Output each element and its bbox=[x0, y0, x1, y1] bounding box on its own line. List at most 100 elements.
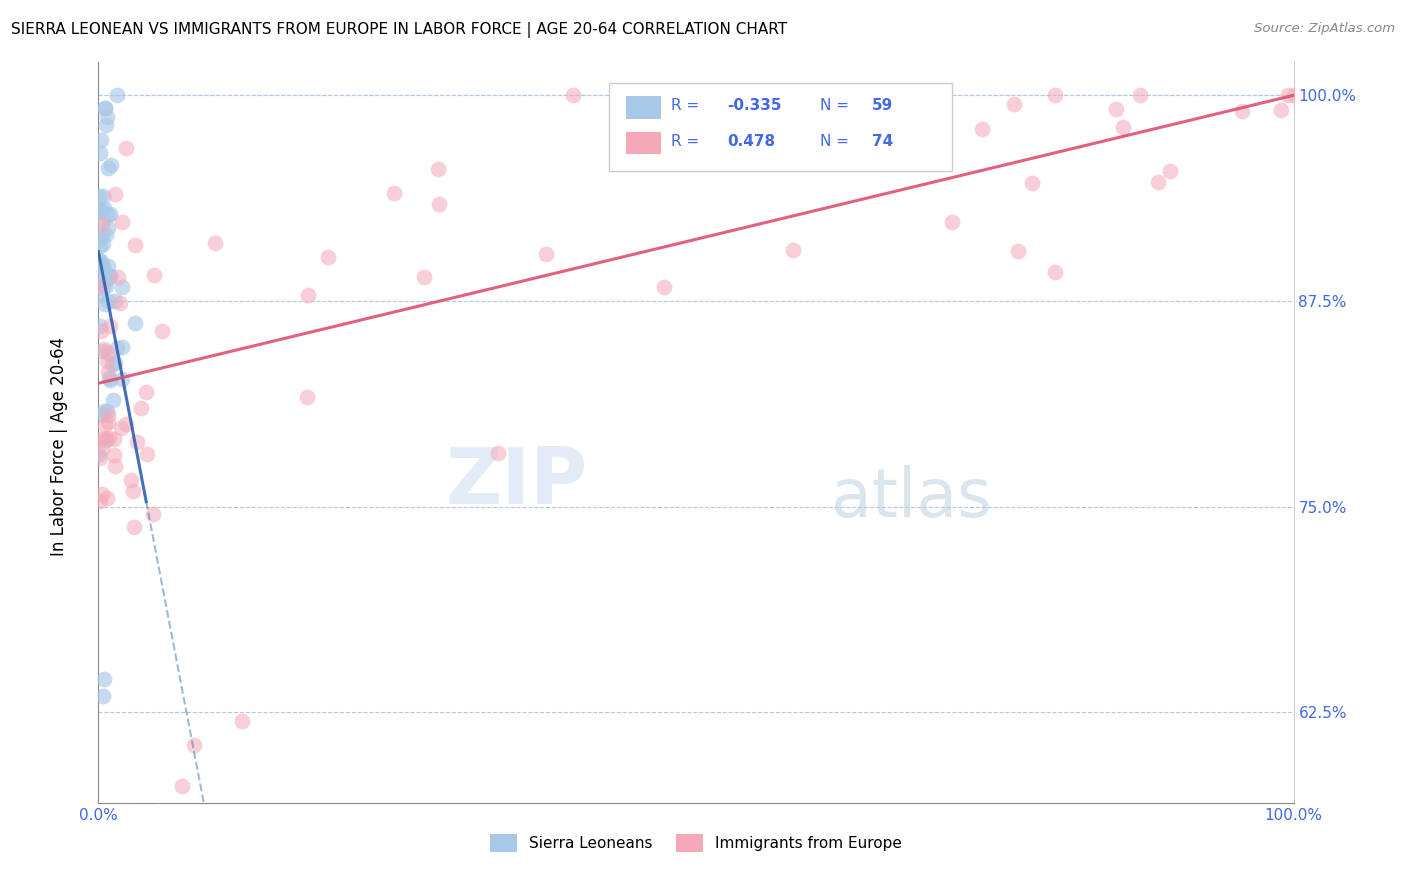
Point bbox=[96, 110, 118, 124]
Point bbox=[97, 260, 120, 274]
Point bbox=[172, 780, 194, 794]
Text: 74: 74 bbox=[872, 134, 893, 149]
Point bbox=[561, 88, 583, 103]
Point bbox=[89, 145, 111, 160]
Point bbox=[148, 804, 170, 818]
Point bbox=[1129, 88, 1152, 103]
Point bbox=[96, 491, 118, 505]
Point bbox=[110, 421, 132, 435]
Point bbox=[98, 207, 121, 221]
Point bbox=[93, 201, 115, 215]
Point bbox=[96, 272, 118, 286]
Point bbox=[97, 345, 120, 359]
Point bbox=[94, 297, 117, 311]
Point bbox=[135, 385, 157, 400]
Point bbox=[486, 446, 509, 460]
Point bbox=[97, 416, 120, 430]
Point bbox=[98, 268, 121, 283]
Point bbox=[89, 318, 111, 333]
Point bbox=[142, 268, 165, 282]
Point bbox=[90, 442, 112, 456]
Point bbox=[90, 255, 112, 269]
Point bbox=[94, 118, 117, 132]
Text: Source: ZipAtlas.com: Source: ZipAtlas.com bbox=[1254, 22, 1395, 36]
Text: R =: R = bbox=[671, 98, 704, 113]
Point bbox=[89, 253, 111, 268]
Point bbox=[120, 474, 142, 488]
Point bbox=[1112, 120, 1135, 135]
Point bbox=[1270, 103, 1292, 118]
Point bbox=[125, 434, 148, 449]
Point bbox=[90, 260, 112, 274]
Point bbox=[91, 407, 114, 421]
Point bbox=[111, 372, 134, 386]
Point bbox=[124, 237, 146, 252]
Point bbox=[89, 450, 111, 465]
Point bbox=[972, 122, 994, 136]
Point bbox=[103, 293, 125, 308]
Point bbox=[91, 344, 114, 359]
Point bbox=[97, 161, 120, 175]
Point bbox=[427, 162, 450, 177]
Point bbox=[1021, 177, 1043, 191]
Point bbox=[93, 431, 115, 445]
Point bbox=[782, 243, 804, 257]
Point bbox=[100, 158, 122, 172]
Point bbox=[111, 279, 134, 293]
Point bbox=[103, 448, 125, 462]
Text: In Labor Force | Age 20-64: In Labor Force | Age 20-64 bbox=[51, 336, 67, 556]
Point bbox=[94, 433, 117, 447]
Point bbox=[297, 288, 319, 302]
Point bbox=[124, 316, 146, 330]
Text: atlas: atlas bbox=[831, 466, 991, 532]
Text: SIERRA LEONEAN VS IMMIGRANTS FROM EUROPE IN LABOR FORCE | AGE 20-64 CORRELATION : SIERRA LEONEAN VS IMMIGRANTS FROM EUROPE… bbox=[11, 22, 787, 38]
Point bbox=[91, 281, 114, 295]
Point bbox=[91, 217, 114, 231]
Point bbox=[91, 236, 114, 251]
Point bbox=[231, 714, 253, 728]
Point bbox=[91, 189, 114, 203]
Point bbox=[1159, 164, 1181, 178]
Point bbox=[1147, 175, 1170, 189]
Point bbox=[122, 483, 145, 498]
Point bbox=[111, 341, 134, 355]
Point bbox=[96, 354, 118, 368]
Point bbox=[89, 432, 111, 446]
Point bbox=[104, 458, 127, 473]
Point bbox=[97, 365, 120, 379]
Point bbox=[97, 408, 120, 422]
Point bbox=[93, 673, 115, 687]
Point bbox=[142, 507, 165, 521]
Point bbox=[382, 186, 405, 201]
Point bbox=[94, 101, 117, 115]
Point bbox=[104, 356, 127, 370]
Point bbox=[204, 235, 226, 250]
Point bbox=[111, 215, 134, 229]
Point bbox=[94, 227, 117, 242]
Point bbox=[90, 204, 112, 219]
Point bbox=[1277, 88, 1299, 103]
Point bbox=[87, 202, 110, 217]
Point bbox=[115, 141, 138, 155]
Point bbox=[105, 341, 128, 355]
Point bbox=[91, 228, 114, 243]
Point bbox=[89, 494, 111, 508]
Point bbox=[98, 373, 121, 387]
Point bbox=[94, 417, 117, 432]
Point bbox=[94, 278, 117, 293]
Point bbox=[97, 371, 120, 385]
Text: R =: R = bbox=[671, 134, 709, 149]
Point bbox=[97, 208, 120, 222]
Point bbox=[941, 215, 963, 229]
Point bbox=[652, 279, 675, 293]
Text: 59: 59 bbox=[872, 98, 893, 113]
Point bbox=[90, 487, 112, 501]
Legend: Sierra Leoneans, Immigrants from Europe: Sierra Leoneans, Immigrants from Europe bbox=[484, 829, 908, 858]
Point bbox=[97, 294, 120, 309]
Point bbox=[90, 203, 112, 218]
Point bbox=[413, 269, 436, 284]
Point bbox=[108, 296, 131, 310]
Point bbox=[91, 258, 114, 272]
Text: -0.335: -0.335 bbox=[727, 98, 782, 113]
Point bbox=[295, 390, 318, 404]
